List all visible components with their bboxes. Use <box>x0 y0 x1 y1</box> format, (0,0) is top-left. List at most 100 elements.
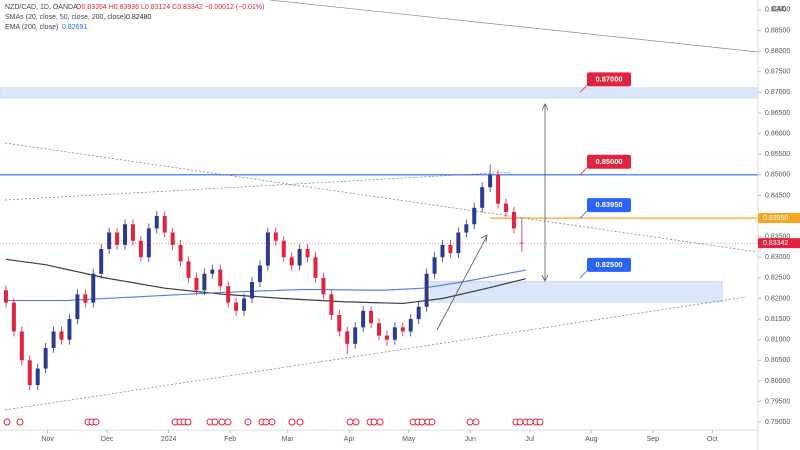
callout-pointer <box>579 166 589 176</box>
moving-average <box>5 269 526 302</box>
y-tick-label: 0.86000 <box>765 130 790 137</box>
callout-label: 0.87000 <box>595 74 622 83</box>
candle-body <box>361 310 366 328</box>
event-marker <box>262 418 270 426</box>
candle-body <box>194 277 199 291</box>
x-tick-label: Apr <box>344 436 356 443</box>
trend-arrow <box>436 235 488 331</box>
y-tick-label: 0.85500 <box>765 151 790 158</box>
arrow-head <box>541 103 549 282</box>
candle-body <box>377 323 381 336</box>
candle-body <box>519 242 524 244</box>
y-tick-label: 0.86500 <box>765 110 790 117</box>
candle-body <box>83 294 88 303</box>
candle-body <box>432 257 437 274</box>
y-tick-label: 0.84500 <box>765 192 790 199</box>
plot <box>3 164 526 391</box>
y-tick-label: 0.79000 <box>765 419 790 426</box>
candle-body <box>130 224 135 241</box>
candle-body <box>408 319 413 332</box>
candle-body <box>19 331 24 361</box>
event-marker <box>92 418 100 426</box>
candle-body <box>75 294 80 320</box>
candle-body <box>464 224 469 233</box>
candle-body <box>472 207 477 225</box>
y-tick-label: 0.85000 <box>765 172 790 179</box>
callout <box>587 154 631 169</box>
candle-body <box>170 232 175 245</box>
candle-body <box>154 216 159 229</box>
candle-body <box>138 240 143 258</box>
candle-body <box>448 244 453 254</box>
candle-body <box>321 277 326 295</box>
event-marker <box>472 418 480 426</box>
event-marker <box>184 418 192 426</box>
candle-body <box>496 174 501 204</box>
candle-body <box>384 335 389 340</box>
candle-body <box>218 269 223 287</box>
currency: CAD <box>772 6 787 13</box>
event-marker <box>218 418 226 426</box>
candle-body <box>297 249 302 266</box>
event-marker <box>376 418 384 426</box>
candle-body <box>250 281 255 299</box>
event-marker <box>352 418 360 426</box>
event-marker <box>370 418 378 426</box>
callout-pointer <box>579 269 589 279</box>
sma-label: SMAs (20, close, 50, close, 200, close) <box>5 14 126 21</box>
event-marker <box>296 418 304 426</box>
event-marker <box>211 418 219 426</box>
candle-body <box>273 232 278 241</box>
candle-body <box>51 331 56 348</box>
ema-value: 0.82691 <box>62 24 87 31</box>
candle-body <box>440 244 445 258</box>
candle-body <box>35 368 40 386</box>
candle-body <box>27 360 32 386</box>
y-tick-label: 0.89000 <box>765 7 790 14</box>
candle-body <box>480 187 485 208</box>
callout-pointer <box>579 209 589 219</box>
candle-body <box>424 273 429 307</box>
event-marker <box>346 418 354 426</box>
y-tick-label: 0.81500 <box>765 316 790 323</box>
candle-body <box>488 174 493 188</box>
candle-body <box>178 244 183 262</box>
y-tick-label: 0.80000 <box>765 378 790 385</box>
candle-body <box>202 273 207 291</box>
candle-body <box>115 232 120 245</box>
event-marker <box>428 418 436 426</box>
candle-body <box>305 249 310 258</box>
candle-body <box>123 224 128 245</box>
event-marker <box>418 418 426 426</box>
arrow-head <box>480 234 488 243</box>
zone <box>430 280 723 303</box>
candle-body <box>242 298 247 311</box>
candle-body <box>162 216 167 233</box>
candle-body <box>511 211 516 229</box>
x-tick-label: Sep <box>647 436 660 443</box>
candle-body <box>3 290 8 303</box>
candle-body <box>456 232 461 254</box>
trend-line <box>4 142 759 253</box>
candle-body <box>257 265 262 282</box>
zone <box>0 87 759 99</box>
candle-body <box>234 302 239 311</box>
x-tick-label: May <box>402 436 416 443</box>
current-price-tag <box>758 238 800 249</box>
symbol: NZD/CAD, 1D, OANDA <box>5 4 78 11</box>
callout-label: 0.82500 <box>595 260 622 269</box>
candle-body <box>67 319 72 340</box>
zones <box>0 87 759 303</box>
callout-label: 0.83950 <box>595 200 622 209</box>
trend-line <box>269 0 759 53</box>
candle-body <box>353 327 358 344</box>
candle-body <box>59 331 64 340</box>
event-marker <box>3 418 11 426</box>
callout-pointer <box>579 84 589 93</box>
event-marker <box>224 418 232 426</box>
y-tick-label: 0.82500 <box>765 275 790 282</box>
event-marker <box>466 418 474 426</box>
event-marker <box>268 418 276 426</box>
